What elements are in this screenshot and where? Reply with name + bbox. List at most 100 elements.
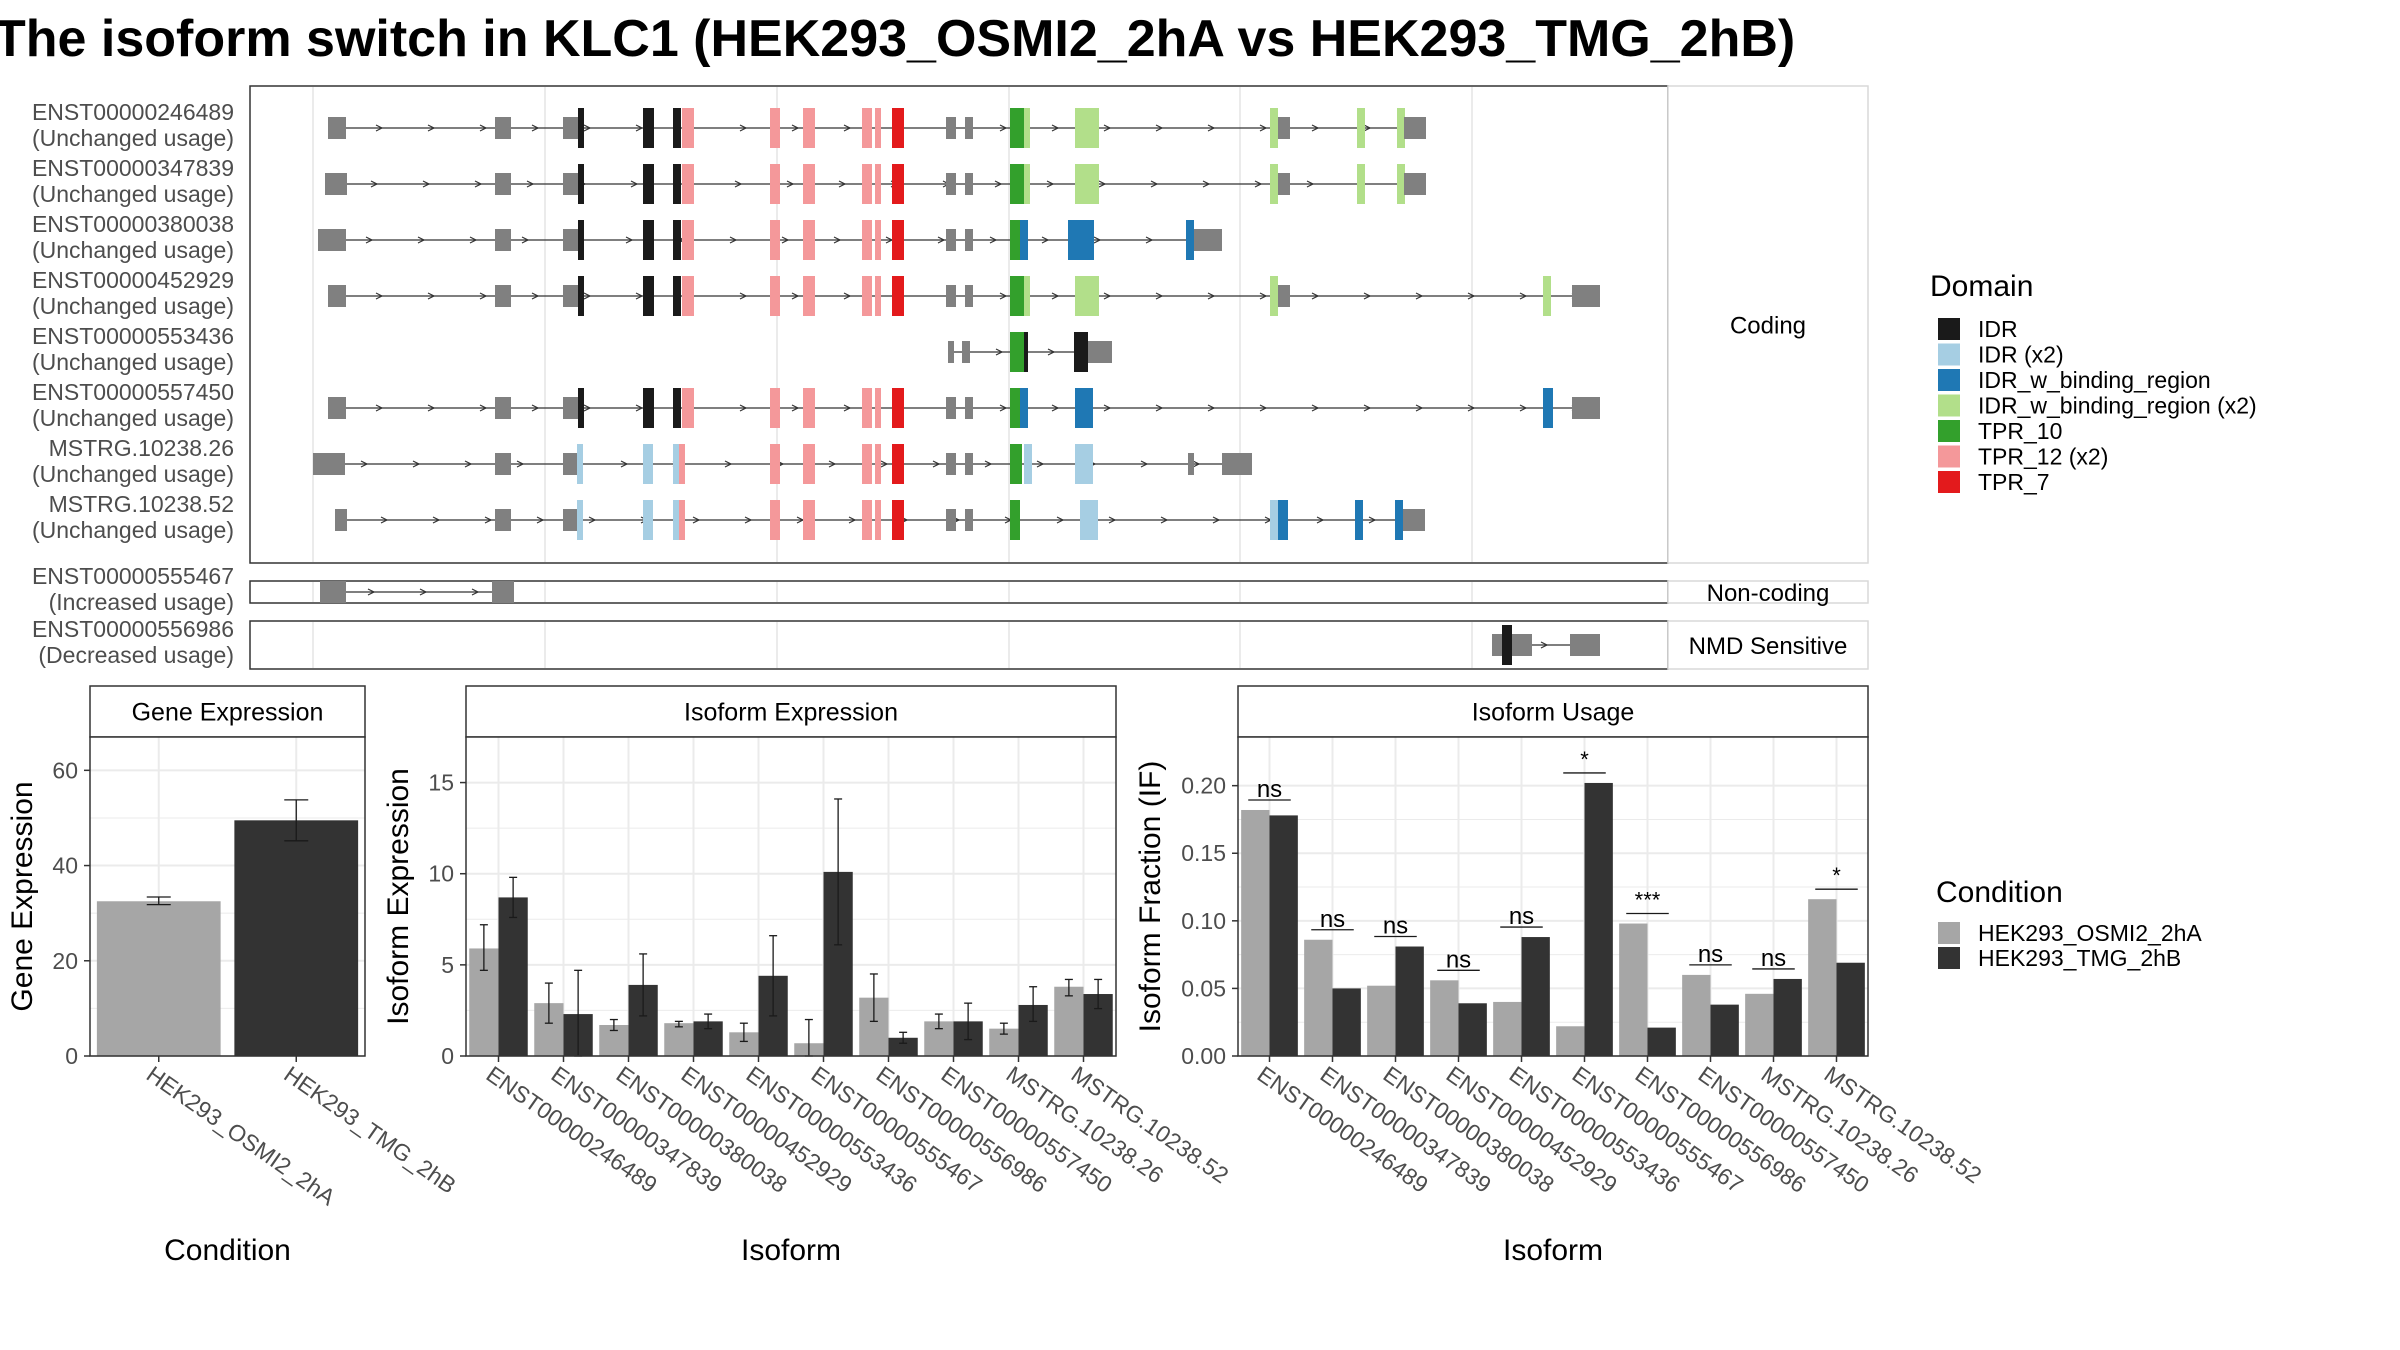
domain-block xyxy=(577,500,583,540)
intron-arrow xyxy=(1259,292,1268,300)
intron-arrow xyxy=(1259,124,1268,132)
domain-legend-label: IDR (x2) xyxy=(1978,342,2064,368)
utr-block xyxy=(492,581,514,603)
domain-block xyxy=(1020,220,1028,260)
intron-arrow xyxy=(526,180,535,188)
intron-arrow xyxy=(1046,180,1055,188)
y-tick-label: 0.15 xyxy=(1181,840,1226,866)
bar xyxy=(729,1032,759,1056)
domain-legend-swatch xyxy=(1938,343,1960,366)
utr-block xyxy=(1278,117,1290,139)
domain-block xyxy=(578,220,584,260)
chart-strip xyxy=(89,685,366,738)
intron-arrow xyxy=(536,516,545,524)
domain-block xyxy=(892,444,904,484)
domain-block xyxy=(673,500,679,540)
intron-arrow xyxy=(432,516,441,524)
domain-block xyxy=(1357,108,1365,148)
domain-block xyxy=(1075,108,1099,148)
y-tick-label: 0.05 xyxy=(1181,975,1226,1001)
domain-block xyxy=(862,444,872,484)
utr-block xyxy=(946,117,956,139)
domain-block xyxy=(770,220,780,260)
intron-arrow xyxy=(635,292,644,300)
intron-arrow xyxy=(1306,180,1315,188)
y-tick-label: 0.10 xyxy=(1181,908,1226,934)
intron-arrow xyxy=(375,404,384,412)
utr-block xyxy=(313,453,345,475)
intron-arrow xyxy=(422,180,431,188)
domain-block xyxy=(1010,388,1020,428)
domain-legend-title: Domain xyxy=(1930,270,2033,303)
intron-arrow xyxy=(630,180,639,188)
utr-block xyxy=(318,229,346,251)
transcript-id-label: MSTRG.10238.52 xyxy=(49,491,234,517)
intron-arrow xyxy=(370,180,379,188)
domain-block xyxy=(862,108,872,148)
intron-arrow xyxy=(1316,516,1325,524)
transcript-id-label: ENST00000556986 xyxy=(32,616,234,642)
utr-block xyxy=(563,509,577,531)
utr-block xyxy=(495,229,511,251)
chart-title: Gene Expression xyxy=(132,699,324,727)
x-axis-title: Isoform xyxy=(1503,1234,1603,1267)
intron-arrow xyxy=(989,236,998,244)
domain-block xyxy=(679,500,685,540)
plot-border xyxy=(1237,736,1869,1057)
intron-arrow xyxy=(1155,124,1164,132)
plot-border xyxy=(465,736,1117,1057)
utr-block xyxy=(1572,397,1600,419)
y-axis-title: Gene Expression xyxy=(6,781,39,1011)
intron-arrow xyxy=(474,180,483,188)
domain-block xyxy=(643,108,654,148)
bar xyxy=(1430,980,1459,1056)
domain-block xyxy=(875,500,881,540)
utr-block xyxy=(563,285,581,307)
bar xyxy=(234,820,359,1056)
utr-block xyxy=(495,509,511,531)
intron-arrow xyxy=(471,588,480,596)
domain-legend-label: TPR_10 xyxy=(1978,418,2062,444)
figure-title: The isoform switch in KLC1 (HEK293_OSMI2… xyxy=(0,10,1795,68)
intron-arrow xyxy=(781,236,790,244)
intron-arrow xyxy=(848,516,857,524)
intron-arrow xyxy=(1155,292,1164,300)
domain-block xyxy=(862,220,872,260)
x-axis-title: Condition xyxy=(164,1234,291,1267)
domain-block xyxy=(682,220,694,260)
intron-arrow xyxy=(531,124,540,132)
domain-block xyxy=(862,388,872,428)
transcript-status-label: (Unchanged usage) xyxy=(32,237,234,263)
bar xyxy=(1710,1004,1739,1056)
intron-arrow xyxy=(531,292,540,300)
domain-block xyxy=(875,388,881,428)
domain-block xyxy=(1270,164,1278,204)
utr-block xyxy=(495,397,511,419)
utr-block xyxy=(946,285,956,307)
utr-block xyxy=(495,117,511,139)
domain-block xyxy=(673,444,679,484)
domain-legend-swatch xyxy=(1938,318,1960,340)
isoform-expression-chart: Isoform Expression051015ENST00000246489E… xyxy=(382,685,1233,1267)
significance-label: ns xyxy=(1761,945,1786,972)
bar xyxy=(1773,978,1802,1056)
bar xyxy=(1241,809,1270,1056)
y-tick-label: 0 xyxy=(441,1043,454,1069)
utr-block xyxy=(563,397,581,419)
domain-block xyxy=(679,444,685,484)
facet-strip xyxy=(1667,85,1869,564)
domain-block xyxy=(770,444,780,484)
intron-arrow xyxy=(1311,292,1320,300)
intron-arrow xyxy=(1103,292,1112,300)
intron-arrow xyxy=(984,460,993,468)
utr-block xyxy=(965,453,973,475)
domain-block xyxy=(1502,625,1512,665)
utr-block xyxy=(1404,173,1426,195)
utr-block xyxy=(328,285,346,307)
bar xyxy=(96,901,221,1056)
utr-block xyxy=(946,397,956,419)
intron-arrow xyxy=(427,404,436,412)
domain-block xyxy=(1075,388,1093,428)
intron-arrow xyxy=(828,460,837,468)
